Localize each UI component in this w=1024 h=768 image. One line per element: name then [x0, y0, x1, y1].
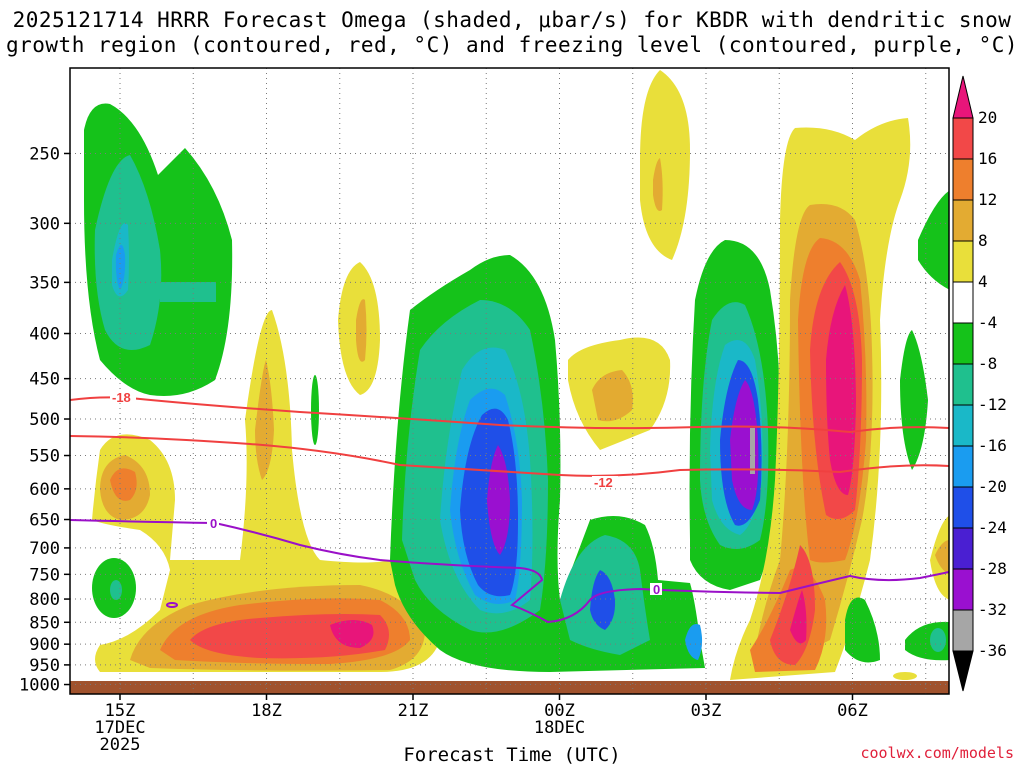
colorbar: 20 16 12 8 4 -4 -8 -12 -16 -20 -24 -28 -32 -36 — [952, 75, 1007, 692]
omega-region — [845, 597, 880, 663]
omega-region — [900, 330, 928, 470]
x-tick-label: 17DEC — [94, 718, 145, 738]
omega-region — [685, 624, 703, 660]
colorbar-swatch — [952, 281, 974, 324]
colorbar-tick-label: 12 — [978, 190, 997, 209]
y-tick-label: 950 — [29, 656, 60, 676]
x-tick-label: 21Z — [398, 701, 429, 721]
credit-text: coolwx.com/models — [860, 744, 1014, 762]
omega-region — [115, 245, 126, 290]
y-tick-label: 500 — [29, 410, 60, 430]
y-tick-label: 400 — [29, 325, 60, 345]
omega-region — [790, 590, 807, 644]
y-tick-label: 1000 — [19, 676, 60, 696]
omega-region — [918, 190, 949, 290]
omega-region — [590, 570, 616, 630]
y-tick-label: 350 — [29, 273, 60, 293]
omega-region — [930, 628, 946, 652]
y-tick-label: 750 — [29, 565, 60, 585]
freezing-level-contour — [70, 519, 949, 624]
dgz-contour-minus18 — [70, 396, 949, 434]
omega-region — [110, 468, 137, 501]
colorbar-swatch — [952, 240, 974, 283]
contour-label: -18 — [112, 390, 131, 405]
colorbar-tick-label: -24 — [978, 518, 1007, 537]
colorbar-swatch — [952, 609, 974, 652]
y-axis: 2503003504004505005506006507007508008509… — [19, 144, 70, 696]
omega-region — [653, 158, 663, 211]
omega-region — [311, 375, 319, 445]
colorbar-swatch — [952, 322, 974, 365]
y-tick-label: 800 — [29, 590, 60, 610]
colorbar-tick-label: -12 — [978, 395, 1007, 414]
y-tick-label: 300 — [29, 214, 60, 234]
contour-lines — [70, 396, 949, 624]
omega-region — [92, 310, 440, 672]
omega-region — [893, 672, 917, 680]
y-tick-label: 650 — [29, 511, 60, 531]
omega-region — [592, 370, 633, 422]
y-tick-label: 250 — [29, 144, 60, 164]
x-tick-label: 03Z — [691, 701, 722, 721]
y-tick-label: 700 — [29, 539, 60, 559]
contour-label: 0 — [210, 516, 217, 531]
colorbar-tick-label: -4 — [978, 313, 997, 332]
colorbar-tick-label: 20 — [978, 108, 997, 127]
colorbar-swatch — [952, 486, 974, 529]
contour-label: 0 — [653, 582, 660, 597]
colorbar-swatch — [952, 363, 974, 406]
colorbar-tick-label: -32 — [978, 600, 1007, 619]
omega-region — [640, 70, 690, 260]
omega-region — [356, 299, 367, 362]
colorbar-tick-label: -8 — [978, 354, 997, 373]
x-tick-label: 2025 — [100, 735, 141, 755]
y-tick-label: 850 — [29, 613, 60, 633]
y-tick-label: 600 — [29, 480, 60, 500]
colorbar-swatch — [952, 404, 974, 447]
colorbar-swatch — [952, 445, 974, 488]
omega-region — [935, 540, 949, 575]
omega-region — [826, 285, 856, 495]
freezing-level-contour — [166, 602, 178, 608]
colorbar-swatch — [952, 158, 974, 201]
y-tick-label: 450 — [29, 370, 60, 390]
dgz-contour-minus12 — [70, 435, 949, 477]
x-axis-title: Forecast Time (UTC) — [403, 744, 621, 766]
colorbar-swatch — [952, 199, 974, 242]
colorbar-tick-label: -28 — [978, 559, 1007, 578]
contour-label: -12 — [594, 475, 613, 490]
y-tick-label: 550 — [29, 447, 60, 467]
colorbar-tick-label: -16 — [978, 436, 1007, 455]
omega-region — [730, 380, 759, 510]
colorbar-swatch — [952, 117, 974, 160]
colorbar-tick-label: 4 — [978, 272, 988, 291]
ground-strip — [70, 681, 949, 694]
omega-region — [160, 282, 216, 302]
contour-labels: -18 -12 0 0 — [110, 390, 662, 597]
omega-region — [255, 360, 274, 480]
x-tick-label: 00Z — [544, 701, 575, 721]
x-tick-label: 18DEC — [534, 718, 585, 738]
chart-title-line-1: 2025121714 HRRR Forecast Omega (shaded, … — [12, 8, 1012, 32]
omega-region — [750, 428, 755, 474]
chart-title-line-2: growth region (contoured, red, °C) and f… — [5, 33, 1019, 57]
colorbar-swatch — [952, 568, 974, 611]
omega-shading — [70, 70, 949, 694]
x-tick-label: 06Z — [837, 701, 868, 721]
x-tick-label: 15Z — [105, 701, 136, 721]
y-tick-label: 900 — [29, 635, 60, 655]
x-tick-label: 18Z — [251, 701, 282, 721]
colorbar-tick-label: -36 — [978, 641, 1007, 660]
plot-frame — [69, 67, 950, 695]
colorbar-swatch — [952, 527, 974, 570]
colorbar-tick-label: -20 — [978, 477, 1007, 496]
omega-region — [330, 620, 374, 648]
colorbar-tick-label: 8 — [978, 231, 988, 250]
omega-region — [110, 580, 122, 600]
colorbar-cap-bottom — [952, 650, 974, 692]
colorbar-tick-label: 16 — [978, 149, 997, 168]
colorbar-cap-top — [952, 75, 974, 119]
